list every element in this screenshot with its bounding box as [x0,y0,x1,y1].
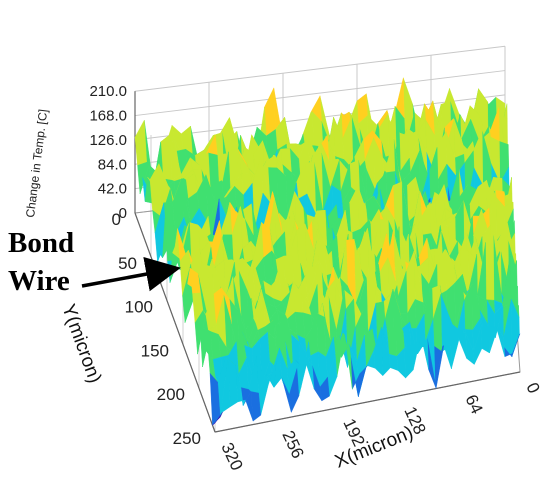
bond-wire-annotation-line2: Wire [8,265,70,297]
surface-facet [450,322,460,369]
surface-facet [264,87,276,137]
y-axis-label: Y(micron) [57,302,105,387]
bond-wire-arrow [81,256,181,292]
temperature-surface [134,77,521,426]
x-tick-label: 256 [278,428,307,462]
x-axis-line [214,371,521,433]
grid-line [134,70,506,117]
z-tick-label: 0 [119,205,127,222]
x-tick-label: 320 [217,440,246,474]
surface-facet [485,235,495,301]
grid-line [134,45,506,92]
x-tick-label: 64 [461,392,486,417]
surface-facet [404,343,414,379]
z-tick-label: 42.0 [98,181,127,198]
z-tick-label: 168.0 [89,108,127,125]
z-tick-label: 126.0 [89,132,127,149]
y-axis-line [134,212,216,433]
y-tick-label: 200 [157,385,185,404]
z-axis-label: Change in Temp. [C] [23,108,50,218]
surface-facet [488,325,498,354]
x-tick-label: 0 [522,380,543,397]
z-tick-label: 210.0 [89,83,127,100]
y-tick-label: 100 [125,298,153,317]
y-tick-label: 150 [141,341,169,360]
y-tick-label: 250 [173,429,201,448]
surface-facet [388,353,399,371]
z-tick-label: 84.0 [98,156,127,173]
surface-facet [212,411,223,426]
y-tick-label: 0 [112,210,121,229]
y-tick-label: 50 [118,254,137,273]
surface-facet [457,328,467,359]
surface-facet [480,325,490,354]
bond-wire-annotation-line1: Bond [8,227,74,259]
